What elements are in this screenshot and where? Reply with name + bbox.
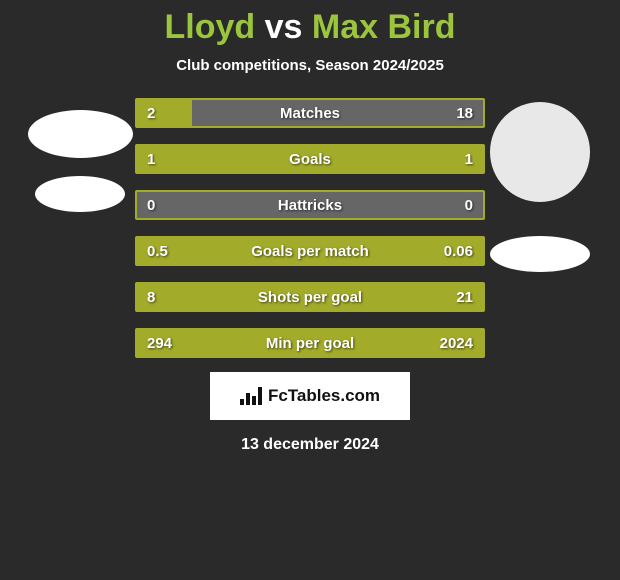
player-left-name: Lloyd xyxy=(165,8,256,46)
content-row: 218Matches 11Goals 00Hattricks 0.50.06Goals… xyxy=(0,98,620,358)
stat-label: Goals per match xyxy=(137,243,483,260)
subtitle: Club competitions, Season 2024/2025 xyxy=(176,57,444,74)
flag-right xyxy=(490,236,590,272)
player-right-name: Max Bird xyxy=(312,8,456,46)
vs-text: vs xyxy=(265,8,303,46)
stat-row: 00Hattricks xyxy=(135,190,485,220)
bar-chart-icon xyxy=(240,387,262,405)
avatar-left xyxy=(28,110,133,158)
brand-badge: FcTables.com xyxy=(210,372,410,420)
date-text: 13 december 2024 xyxy=(241,436,379,454)
stats-chart: 218Matches 11Goals 00Hattricks 0.50.06Goals… xyxy=(135,98,485,358)
stat-row: 11Goals xyxy=(135,144,485,174)
flag-left xyxy=(35,176,125,212)
infographic-root: Lloyd vs Max Bird Club competitions, Sea… xyxy=(0,0,620,454)
stat-label: Matches xyxy=(137,105,483,122)
avatar-right xyxy=(490,102,590,202)
stat-row: 218Matches xyxy=(135,98,485,128)
stat-row: 2942024Min per goal xyxy=(135,328,485,358)
stat-row: 0.50.06Goals per match xyxy=(135,236,485,266)
stat-label: Goals xyxy=(137,151,483,168)
stat-label: Hattricks xyxy=(137,197,483,214)
brand-text: FcTables.com xyxy=(268,386,380,406)
page-title: Lloyd vs Max Bird xyxy=(165,8,456,47)
stat-label: Min per goal xyxy=(137,335,483,352)
right-player-column xyxy=(485,98,595,272)
stat-label: Shots per goal xyxy=(137,289,483,306)
stat-row: 821Shots per goal xyxy=(135,282,485,312)
left-player-column xyxy=(25,98,135,212)
